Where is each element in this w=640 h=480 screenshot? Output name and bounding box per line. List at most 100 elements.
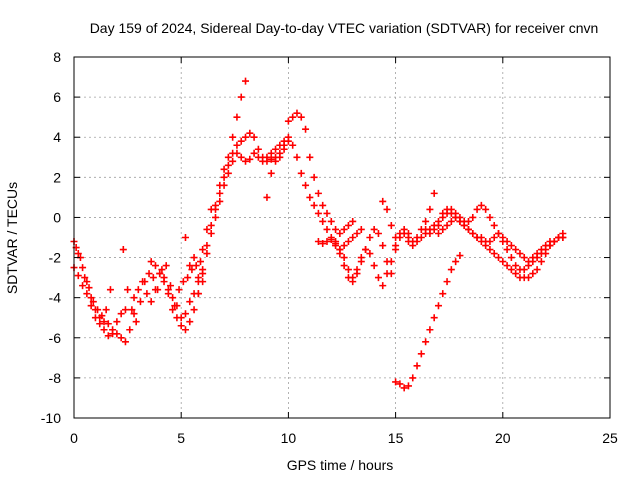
data-point <box>207 221 215 229</box>
data-point <box>259 157 267 165</box>
data-point <box>353 266 361 274</box>
data-point <box>119 246 127 254</box>
data-point <box>272 157 280 165</box>
data-point <box>186 298 194 306</box>
data-point <box>147 258 155 266</box>
data-point <box>293 109 301 117</box>
data-point <box>310 173 318 181</box>
series-arc-6 <box>147 258 207 334</box>
data-point <box>186 318 194 326</box>
data-point <box>323 225 331 233</box>
data-point <box>426 326 434 334</box>
series-arc-4 <box>119 246 204 326</box>
data-point <box>340 254 348 262</box>
data-point <box>520 254 528 262</box>
data-point <box>130 294 138 302</box>
data-point <box>512 262 520 270</box>
data-point <box>430 314 438 322</box>
data-point <box>392 234 400 241</box>
data-point <box>499 234 507 241</box>
data-point <box>199 278 207 286</box>
data-point <box>113 318 121 326</box>
data-point <box>121 306 129 314</box>
data-point <box>340 225 348 233</box>
data-point <box>267 169 275 177</box>
data-point <box>121 338 129 346</box>
data-point <box>160 278 168 286</box>
data-point <box>422 338 430 346</box>
y-tick-label: 0 <box>53 209 61 225</box>
y-tick-label: 6 <box>53 89 61 105</box>
data-point <box>169 294 177 302</box>
data-point <box>179 278 187 286</box>
data-point <box>139 278 147 286</box>
series-arc-2 <box>70 264 129 340</box>
data-point <box>237 137 245 145</box>
y-tick-label: -2 <box>49 250 62 266</box>
data-point <box>413 238 421 246</box>
data-point <box>344 266 352 274</box>
data-point <box>460 221 468 229</box>
data-point <box>181 310 189 318</box>
data-point <box>520 266 528 274</box>
data-point <box>126 326 134 334</box>
data-points <box>70 77 567 392</box>
data-point <box>400 384 408 392</box>
x-tick-label: 15 <box>388 430 404 446</box>
data-point <box>81 274 89 282</box>
data-point <box>383 270 391 278</box>
data-point <box>413 362 421 370</box>
data-point <box>400 225 408 233</box>
data-point <box>477 201 485 209</box>
data-point <box>404 238 412 246</box>
data-point <box>267 149 275 157</box>
data-point <box>79 282 87 290</box>
data-point <box>310 201 318 209</box>
data-point <box>486 238 494 246</box>
data-point <box>233 141 241 149</box>
data-point <box>542 242 550 250</box>
data-point <box>190 306 198 314</box>
data-point <box>525 258 533 266</box>
data-point <box>473 205 481 213</box>
data-point <box>495 229 503 237</box>
data-point <box>387 258 395 266</box>
data-point <box>452 258 460 266</box>
data-point <box>379 197 387 205</box>
data-point <box>366 250 374 258</box>
data-point <box>323 209 331 217</box>
data-point <box>383 205 391 213</box>
data-point <box>503 262 511 270</box>
data-point <box>196 258 204 266</box>
data-point <box>529 254 537 262</box>
data-point <box>447 266 455 274</box>
data-point <box>199 266 207 274</box>
data-point <box>357 225 365 233</box>
data-point <box>486 246 494 254</box>
data-point <box>392 378 400 386</box>
data-point <box>192 262 200 270</box>
data-point <box>362 246 370 254</box>
data-point <box>349 278 357 286</box>
data-point <box>332 238 340 246</box>
data-point <box>151 286 159 294</box>
data-point <box>254 153 262 161</box>
data-point <box>224 169 232 177</box>
data-point <box>132 318 140 326</box>
data-point <box>145 270 153 278</box>
data-point <box>199 246 207 254</box>
data-point <box>224 153 232 161</box>
x-tick-label: 20 <box>495 430 511 446</box>
data-point <box>216 189 224 197</box>
y-tick-label: -6 <box>49 330 62 346</box>
data-point <box>370 262 378 270</box>
data-point <box>306 193 314 201</box>
grid-layer <box>74 57 610 418</box>
data-point <box>516 250 524 258</box>
data-point <box>94 306 102 314</box>
data-point <box>327 217 335 225</box>
data-point <box>537 246 545 254</box>
data-point <box>250 149 258 157</box>
data-point <box>349 217 357 225</box>
